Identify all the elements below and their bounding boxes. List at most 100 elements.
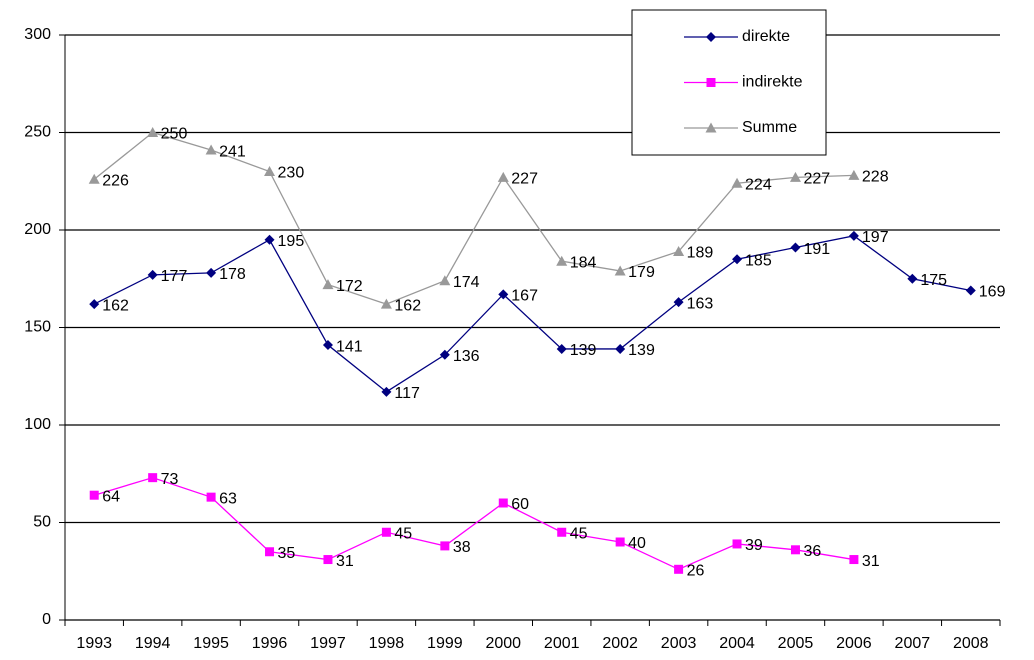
data-label: 250 [161, 126, 188, 143]
marker [732, 254, 743, 265]
marker [206, 267, 217, 278]
data-label: 189 [687, 245, 714, 262]
data-label: 141 [336, 338, 363, 355]
data-label: 40 [628, 535, 646, 552]
marker [88, 173, 100, 184]
data-label: 31 [862, 553, 880, 570]
marker [89, 299, 100, 310]
data-label: 139 [570, 342, 597, 359]
data-label: 195 [278, 233, 305, 250]
marker [206, 492, 216, 502]
marker [674, 564, 684, 574]
marker [673, 245, 685, 256]
data-label: 38 [453, 539, 471, 556]
marker [849, 555, 859, 565]
data-label: 45 [570, 525, 588, 542]
marker [498, 498, 508, 508]
marker [265, 547, 275, 557]
marker [205, 144, 217, 155]
data-label: 227 [803, 171, 830, 188]
data-label: 45 [394, 525, 412, 542]
marker [380, 298, 392, 309]
marker [615, 537, 625, 547]
marker [497, 171, 509, 182]
marker [148, 473, 158, 483]
x-tick-label: 2007 [895, 635, 931, 652]
data-label: 64 [102, 488, 120, 505]
x-tick-label: 1995 [193, 635, 229, 652]
marker [322, 279, 334, 290]
data-label: 167 [511, 288, 538, 305]
x-tick-label: 2004 [719, 635, 755, 652]
x-tick-label: 1997 [310, 635, 346, 652]
data-label: 174 [453, 274, 480, 291]
marker [381, 527, 391, 537]
marker [848, 230, 859, 241]
marker [264, 234, 275, 245]
data-label: 26 [687, 563, 705, 580]
x-tick-label: 1994 [135, 635, 171, 652]
marker [790, 242, 801, 253]
data-label: 227 [511, 171, 538, 188]
data-label: 139 [628, 342, 655, 359]
x-tick-label: 2001 [544, 635, 580, 652]
marker [264, 166, 276, 176]
x-tick-label: 2006 [836, 635, 872, 652]
data-label: 197 [862, 229, 889, 246]
x-tick-label: 2002 [602, 635, 638, 652]
marker [147, 127, 159, 137]
data-label: 185 [745, 252, 772, 269]
data-label: 163 [687, 295, 714, 312]
x-tick-label: 2003 [661, 635, 697, 652]
data-label: 36 [803, 543, 821, 560]
y-tick-label: 250 [24, 124, 51, 141]
data-label: 60 [511, 496, 529, 513]
marker [731, 177, 743, 188]
marker [789, 171, 801, 182]
marker [907, 273, 918, 284]
x-tick-label: 1993 [76, 635, 112, 652]
marker [614, 265, 626, 276]
data-label: 224 [745, 176, 772, 193]
y-tick-label: 100 [24, 416, 51, 433]
data-label: 169 [979, 284, 1006, 301]
legend-label: Summe [742, 119, 797, 136]
marker [322, 340, 333, 351]
x-tick-label: 2000 [485, 635, 521, 652]
data-label: 117 [394, 385, 420, 402]
x-tick-label: 2008 [953, 635, 989, 652]
marker [965, 285, 976, 296]
marker [557, 527, 567, 537]
marker [732, 539, 742, 549]
marker [556, 255, 568, 266]
data-label: 73 [161, 471, 179, 488]
y-tick-label: 300 [24, 26, 51, 43]
marker [147, 269, 158, 280]
x-tick-label: 1996 [252, 635, 288, 652]
data-label: 39 [745, 537, 763, 554]
series-line [94, 476, 855, 571]
marker [705, 122, 717, 133]
y-tick-label: 50 [33, 514, 51, 531]
data-label: 226 [102, 173, 129, 190]
marker [89, 490, 99, 500]
data-label: 228 [862, 169, 889, 186]
y-tick-label: 0 [42, 611, 51, 628]
data-label: 136 [453, 348, 480, 365]
data-label: 241 [219, 143, 246, 160]
data-label: 35 [278, 545, 296, 562]
marker [673, 297, 684, 308]
marker [440, 541, 450, 551]
data-label: 179 [628, 264, 655, 281]
data-label: 31 [336, 553, 354, 570]
data-label: 191 [803, 241, 830, 258]
data-label: 230 [278, 165, 305, 182]
data-label: 63 [219, 490, 237, 507]
legend-label: direkte [742, 28, 790, 45]
marker [498, 289, 509, 300]
marker [615, 343, 626, 354]
x-tick-label: 2005 [778, 635, 814, 652]
data-label: 162 [394, 297, 421, 314]
data-label: 162 [102, 297, 129, 314]
marker [556, 343, 567, 354]
